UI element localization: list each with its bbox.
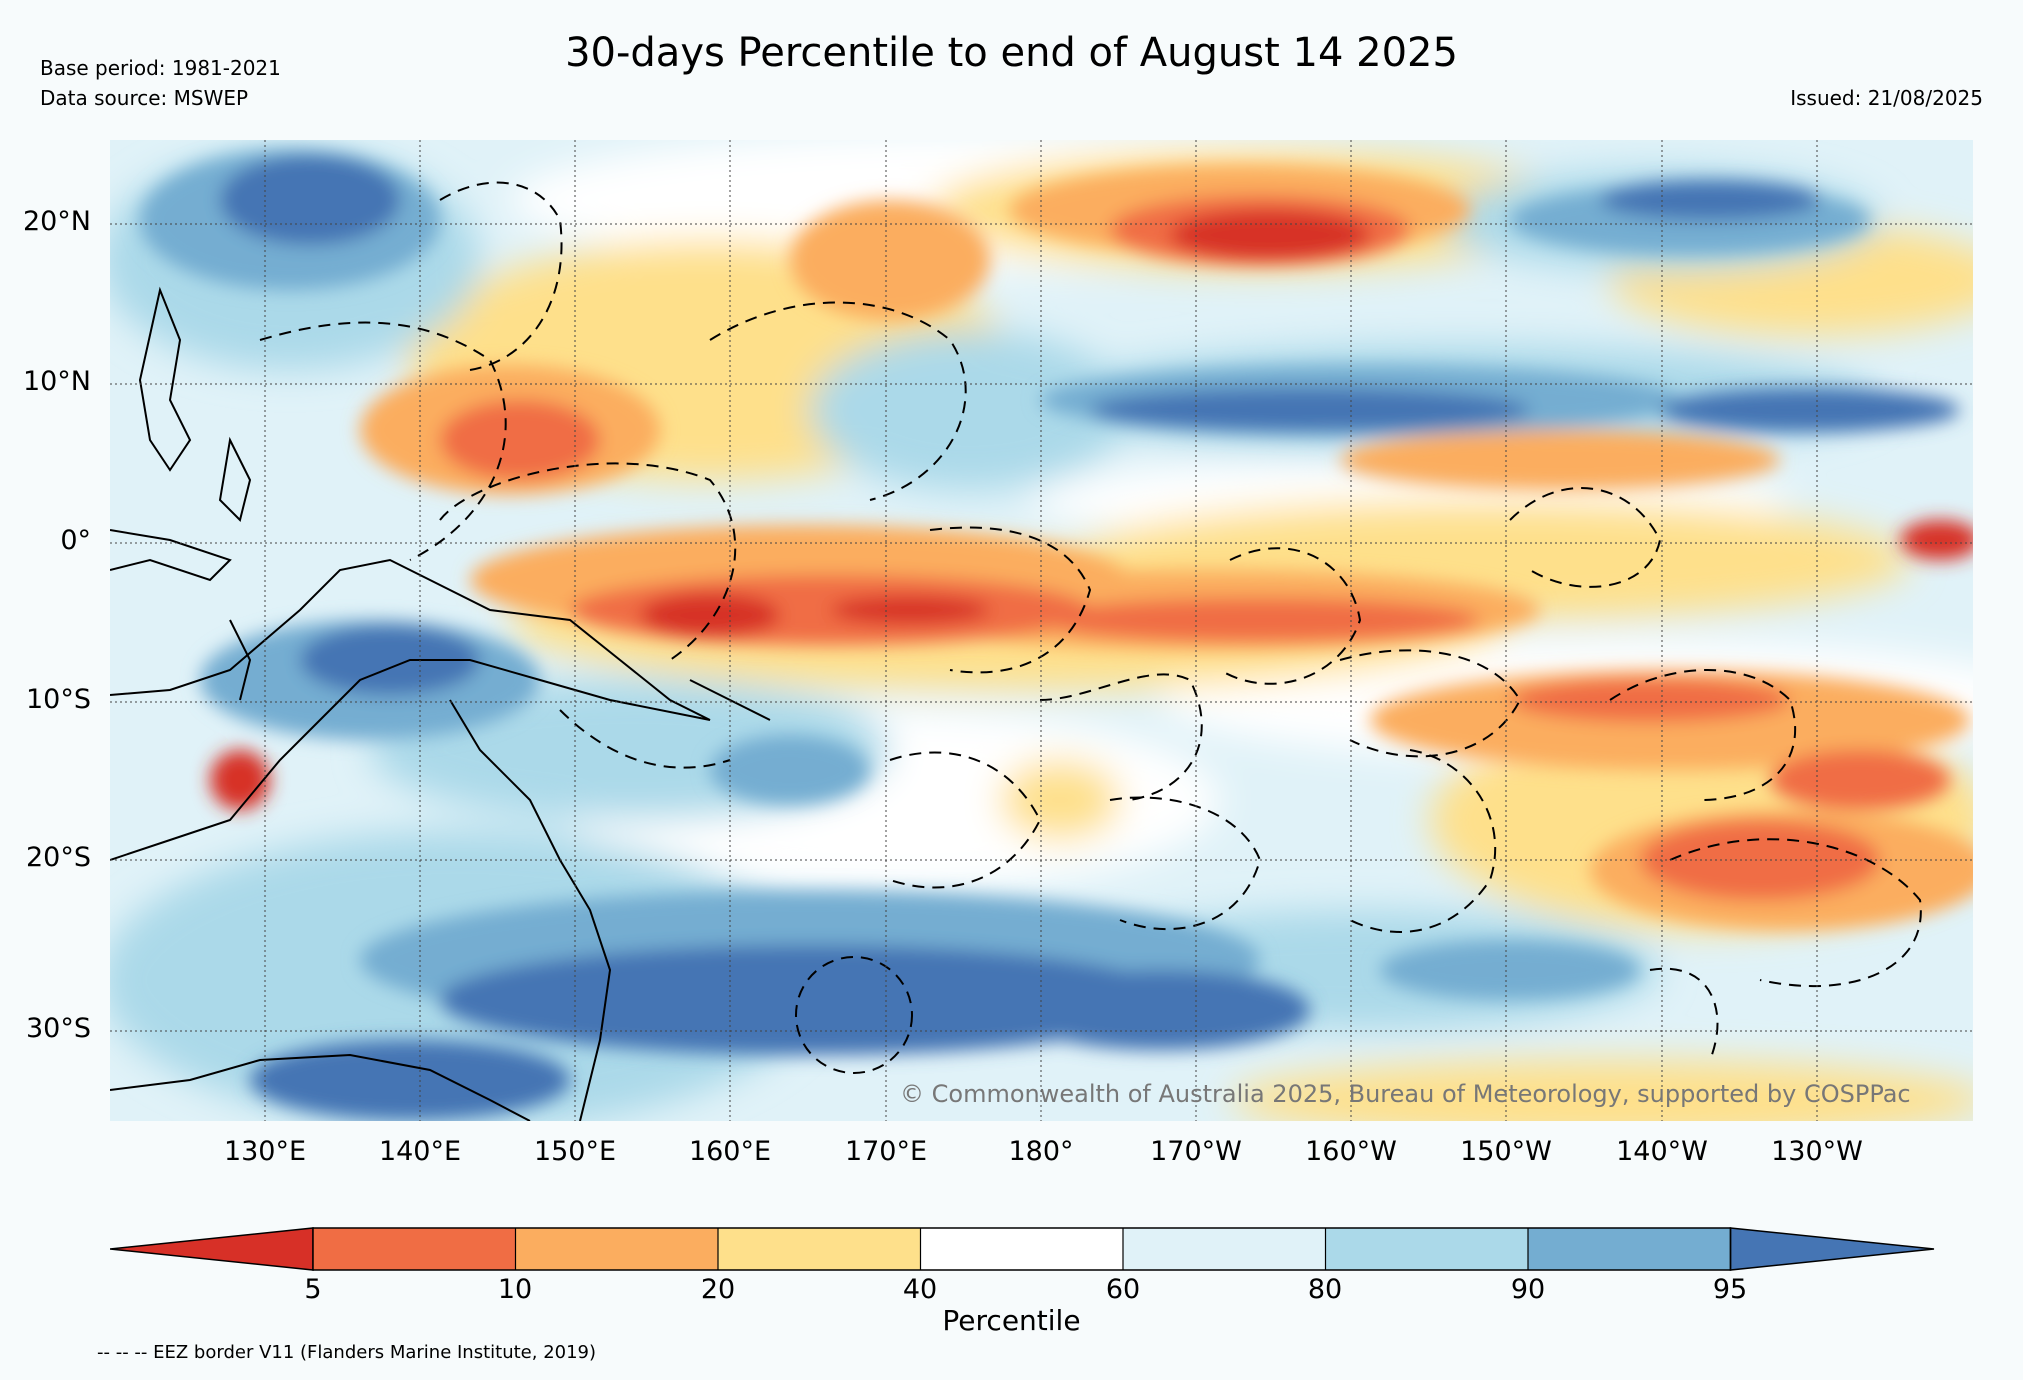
lon-label-160e: 160°E bbox=[688, 1136, 772, 1167]
lon-label-130w: 130°W bbox=[1771, 1136, 1863, 1167]
lat-label-20s: 20°S bbox=[26, 842, 91, 873]
eez-borders bbox=[259, 181, 1922, 1074]
colorbar-bin-60-80 bbox=[1123, 1228, 1326, 1270]
lon-label-170e: 170°E bbox=[844, 1136, 928, 1167]
colorbar-bin-90-95 bbox=[1528, 1228, 1731, 1270]
colorbar-extend-high bbox=[1729, 1227, 1935, 1271]
colorbar-svg bbox=[109, 1227, 1935, 1271]
copyright-text: © Commonwealth of Australia 2025, Bureau… bbox=[900, 1080, 1911, 1108]
colorbar-frame bbox=[312, 1227, 1732, 1271]
eez-note: -- -- -- EEZ border V11 (Flanders Marine… bbox=[97, 1342, 597, 1363]
colorbar bbox=[109, 1226, 1936, 1276]
colorbar-tick-40: 40 bbox=[902, 1274, 938, 1305]
colorbar-bin-80-90 bbox=[1325, 1228, 1528, 1270]
lon-label-160w: 160°W bbox=[1305, 1136, 1397, 1167]
colorbar-tick-90: 90 bbox=[1510, 1274, 1546, 1305]
lat-label-20n: 20°N bbox=[22, 206, 91, 237]
lon-label-180: 180° bbox=[1008, 1136, 1074, 1167]
lon-label-150e: 150°E bbox=[533, 1136, 617, 1167]
colorbar-label: Percentile bbox=[942, 1304, 1081, 1337]
map-title: 30-days Percentile to end of August 14 2… bbox=[565, 30, 1458, 76]
lat-label-0: 0° bbox=[60, 525, 91, 556]
colorbar-bin-20-40 bbox=[718, 1228, 921, 1270]
colorbar-tick-10: 10 bbox=[497, 1274, 533, 1305]
field-detail bbox=[140, 150, 1973, 1120]
base-period-text: Base period: 1981-2021 bbox=[40, 56, 281, 80]
lat-label-10s: 10°S bbox=[26, 684, 91, 715]
colorbar-tick-95: 95 bbox=[1712, 1274, 1748, 1305]
lon-label-140w: 140°W bbox=[1616, 1136, 1708, 1167]
lon-label-150w: 150°W bbox=[1460, 1136, 1552, 1167]
map-canvas bbox=[110, 140, 1973, 1121]
colorbar-tick-20: 20 bbox=[700, 1274, 736, 1305]
lon-label-140e: 140°E bbox=[378, 1136, 462, 1167]
colorbar-bin-5-10 bbox=[313, 1228, 516, 1270]
lon-label-130e: 130°E bbox=[223, 1136, 307, 1167]
colorbar-tick-80: 80 bbox=[1307, 1274, 1343, 1305]
lat-label-30s: 30°S bbox=[26, 1013, 91, 1044]
colorbar-extend-low bbox=[109, 1227, 314, 1271]
graticule bbox=[110, 140, 1973, 1121]
colorbar-bin-10-20 bbox=[515, 1228, 718, 1270]
colorbar-dividers bbox=[514, 1228, 1529, 1270]
percentile-map bbox=[110, 140, 1973, 1121]
colorbar-bin-40-60 bbox=[920, 1228, 1123, 1270]
lat-label-10n: 10°N bbox=[22, 366, 91, 397]
lon-label-170w: 170°W bbox=[1150, 1136, 1242, 1167]
colorbar-tick-60: 60 bbox=[1105, 1274, 1141, 1305]
issued-date-text: Issued: 21/08/2025 bbox=[1790, 86, 1983, 110]
colorbar-tick-5: 5 bbox=[304, 1274, 322, 1305]
data-source-text: Data source: MSWEP bbox=[40, 86, 249, 110]
